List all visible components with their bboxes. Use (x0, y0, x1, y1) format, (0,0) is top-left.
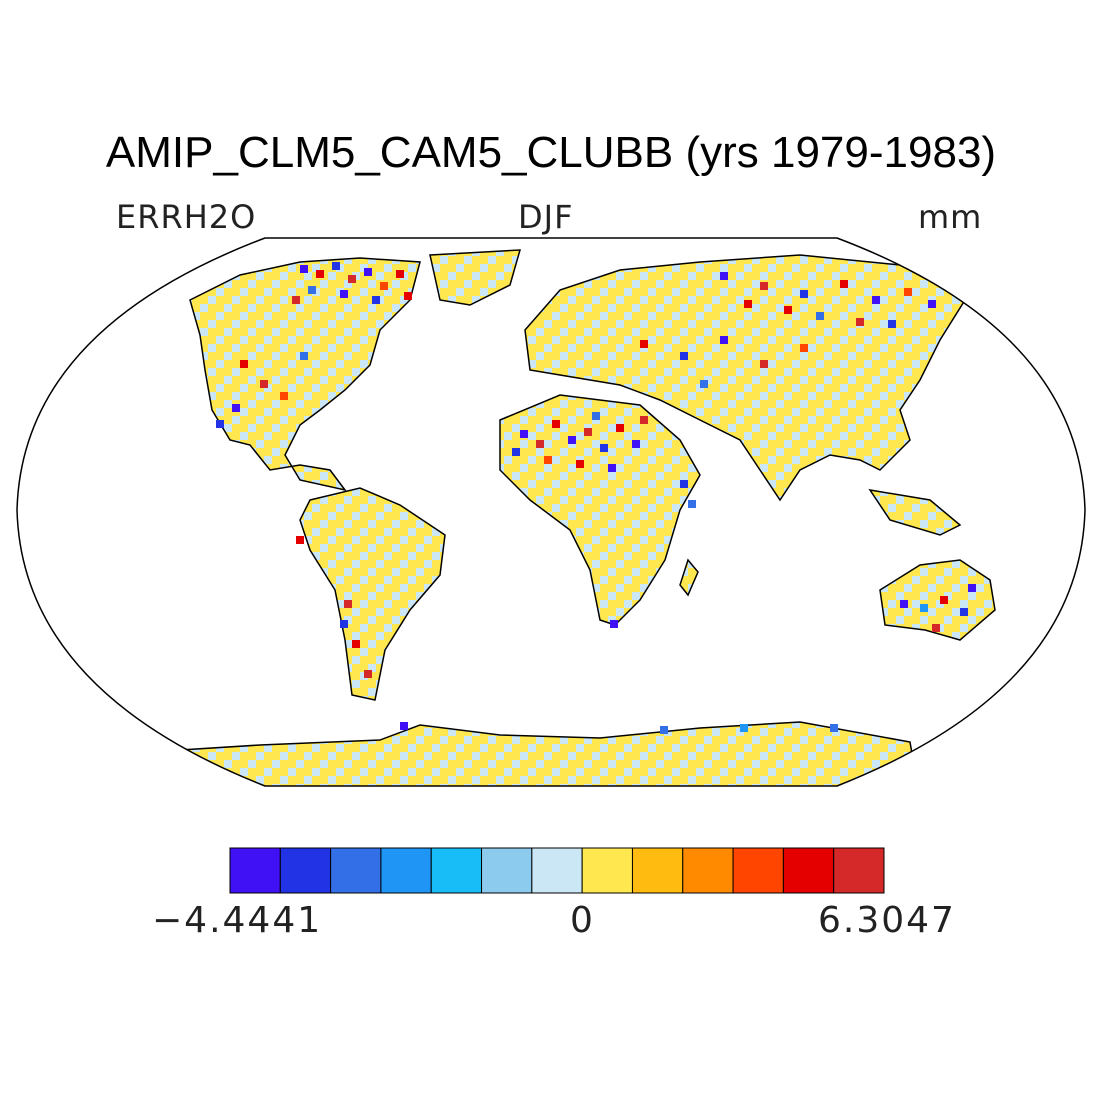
map-content (17, 238, 1085, 786)
units-label: mm (918, 198, 983, 236)
colorbar-swatch-1 (279, 847, 332, 894)
colorbar-swatch-2 (330, 847, 382, 894)
colorbar-max-label: 6.3047 (818, 900, 956, 941)
antarctica (179, 721, 921, 786)
anomaly-cells (216, 262, 976, 734)
colorbar-swatch-4 (430, 847, 483, 894)
colorbar-swatch-6 (531, 847, 583, 894)
colorbar-swatch-5 (481, 847, 533, 894)
season-label: DJF (518, 198, 574, 236)
colorbar-swatch-0 (229, 847, 281, 894)
se-asia-islands (868, 488, 962, 536)
colorbar-min-label: −4.4441 (152, 900, 323, 941)
africa (499, 394, 701, 626)
colorbar-swatch-8 (631, 847, 684, 894)
variable-label: ERRH2O (116, 198, 257, 236)
colorbar (229, 847, 885, 894)
colorbar-swatch-9 (682, 847, 734, 894)
colorbar-mid-label: 0 (570, 900, 595, 941)
madagascar (679, 558, 699, 597)
map-border (16, 237, 1086, 787)
south-america (299, 487, 446, 701)
land-masses (179, 249, 996, 786)
australia (879, 559, 996, 641)
eurasia (524, 254, 967, 502)
colorbar-swatch-7 (581, 847, 633, 894)
colorbar-swatch-12 (833, 847, 885, 894)
colorbar-swatch-10 (732, 847, 784, 894)
colorbar-swatch-3 (380, 847, 432, 894)
colorbar-swatch-11 (782, 847, 835, 894)
plot-title: AMIP_CLM5_CAM5_CLUBB (yrs 1979-1983) (105, 128, 997, 177)
greenland (429, 249, 522, 306)
north-america (189, 257, 421, 492)
